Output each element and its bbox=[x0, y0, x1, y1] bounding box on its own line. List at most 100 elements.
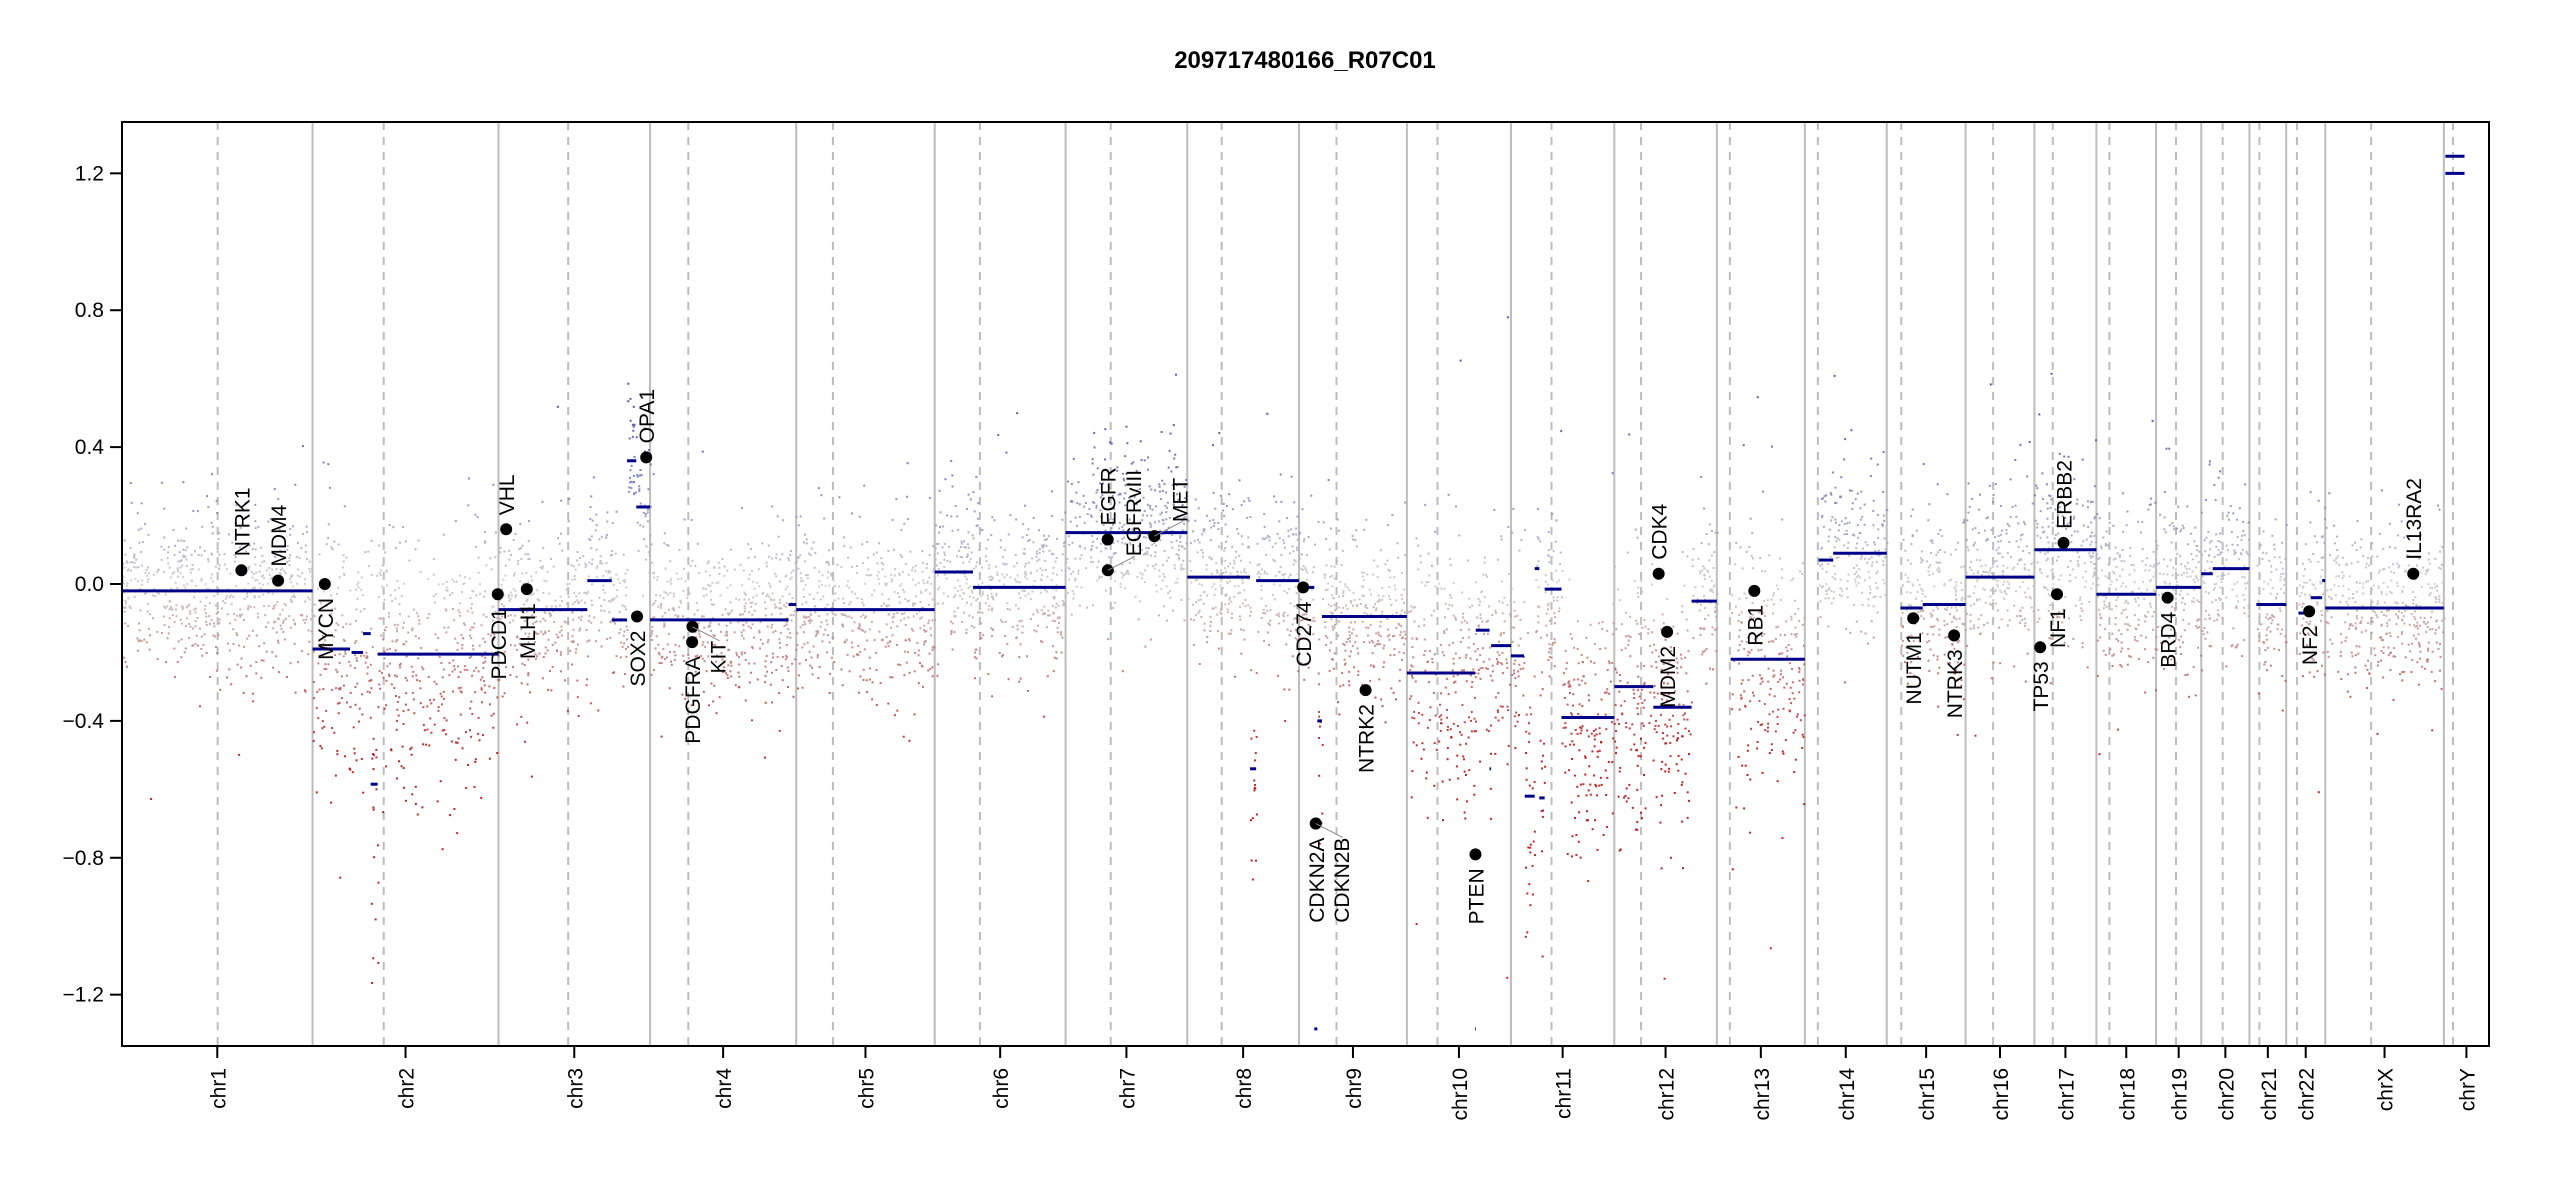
probe-point bbox=[908, 739, 911, 742]
probe-point bbox=[779, 598, 782, 601]
probe-point bbox=[1225, 593, 1228, 596]
probe-point bbox=[932, 570, 934, 573]
probe-point bbox=[1509, 615, 1512, 618]
probe-point bbox=[1625, 635, 1628, 638]
probe-point bbox=[1712, 567, 1715, 569]
probe-point bbox=[502, 578, 505, 581]
probe-point bbox=[1122, 477, 1125, 480]
probe-point bbox=[1363, 528, 1366, 531]
probe-point bbox=[514, 532, 517, 535]
probe-point bbox=[530, 775, 533, 778]
probe-point bbox=[1538, 605, 1541, 608]
probe-point bbox=[301, 445, 304, 448]
probe-point bbox=[626, 568, 629, 571]
probe-point bbox=[148, 648, 151, 651]
probe-point bbox=[422, 668, 425, 671]
probe-point bbox=[1411, 770, 1414, 773]
probe-point bbox=[724, 634, 727, 637]
probe-point bbox=[1071, 500, 1074, 503]
probe-point bbox=[1614, 740, 1617, 743]
probe-point bbox=[804, 623, 807, 626]
probe-point bbox=[998, 652, 1001, 654]
probe-point bbox=[1098, 575, 1101, 578]
probe-point bbox=[840, 613, 843, 615]
probe-point bbox=[1669, 676, 1672, 679]
probe-point bbox=[1267, 534, 1270, 537]
probe-point bbox=[789, 550, 792, 552]
probe-point bbox=[868, 667, 871, 670]
probe-point bbox=[419, 570, 422, 573]
probe-point bbox=[435, 683, 438, 686]
probe-point bbox=[1529, 843, 1532, 846]
probe-point bbox=[1501, 705, 1504, 708]
probe-point bbox=[396, 630, 398, 633]
probe-point bbox=[890, 626, 893, 629]
probe-point bbox=[1206, 636, 1209, 638]
probe-point bbox=[390, 683, 393, 686]
probe-point bbox=[271, 607, 274, 610]
probe-point bbox=[259, 546, 262, 549]
probe-point bbox=[1516, 614, 1519, 617]
probe-point bbox=[1260, 597, 1263, 600]
probe-point bbox=[1318, 711, 1320, 713]
probe-point bbox=[691, 559, 694, 562]
probe-point bbox=[528, 632, 531, 635]
probe-point bbox=[1047, 535, 1050, 538]
probe-point bbox=[602, 589, 605, 591]
probe-point bbox=[1698, 609, 1701, 612]
probe-point bbox=[1460, 621, 1463, 624]
probe-point bbox=[799, 626, 802, 629]
probe-point bbox=[1205, 568, 1208, 571]
probe-point bbox=[1212, 444, 1214, 447]
probe-point bbox=[1625, 722, 1627, 725]
probe-point bbox=[948, 545, 951, 548]
probe-point bbox=[1019, 581, 1022, 584]
probe-point bbox=[481, 676, 484, 679]
probe-point bbox=[1470, 686, 1473, 688]
probe-point bbox=[635, 436, 638, 439]
probe-point bbox=[1243, 638, 1246, 641]
probe-point bbox=[803, 615, 806, 618]
probe-point bbox=[1291, 623, 1294, 626]
probe-point bbox=[1699, 570, 1702, 573]
probe-point bbox=[951, 529, 954, 532]
probe-point bbox=[1239, 591, 1242, 594]
probe-point bbox=[790, 602, 793, 604]
probe-point bbox=[719, 594, 722, 597]
probe-point bbox=[992, 596, 995, 599]
probe-point bbox=[137, 580, 139, 583]
probe-point bbox=[1608, 662, 1611, 665]
probe-point bbox=[1239, 618, 1242, 621]
probe-point bbox=[1060, 651, 1063, 654]
probe-point bbox=[1685, 672, 1688, 675]
probe-point bbox=[1490, 724, 1492, 727]
probe-point bbox=[150, 798, 153, 800]
probe-point bbox=[797, 687, 800, 690]
probe-point bbox=[707, 560, 710, 563]
probe-point bbox=[1432, 691, 1435, 694]
probe-point bbox=[1474, 633, 1477, 636]
probe-point bbox=[499, 551, 502, 554]
probe-point bbox=[1801, 573, 1804, 575]
probe-point bbox=[322, 461, 325, 464]
probe-point bbox=[1040, 609, 1043, 612]
probe-point bbox=[1540, 760, 1543, 763]
probe-point bbox=[205, 596, 208, 599]
probe-point bbox=[279, 569, 282, 571]
probe-point bbox=[122, 591, 125, 594]
probe-point bbox=[451, 608, 454, 610]
probe-point bbox=[542, 633, 545, 636]
probe-point bbox=[1503, 631, 1505, 634]
probe-point bbox=[1310, 494, 1313, 497]
probe-point bbox=[1454, 652, 1457, 655]
probe-point bbox=[1217, 528, 1220, 531]
probe-point bbox=[1454, 680, 1457, 683]
probe-point bbox=[445, 580, 448, 583]
probe-point bbox=[1599, 776, 1602, 779]
probe-point bbox=[832, 562, 835, 565]
probe-point bbox=[548, 592, 551, 595]
probe-point bbox=[1312, 571, 1314, 574]
probe-point bbox=[1599, 648, 1602, 650]
probe-point bbox=[313, 731, 315, 734]
probe-point bbox=[919, 617, 922, 620]
